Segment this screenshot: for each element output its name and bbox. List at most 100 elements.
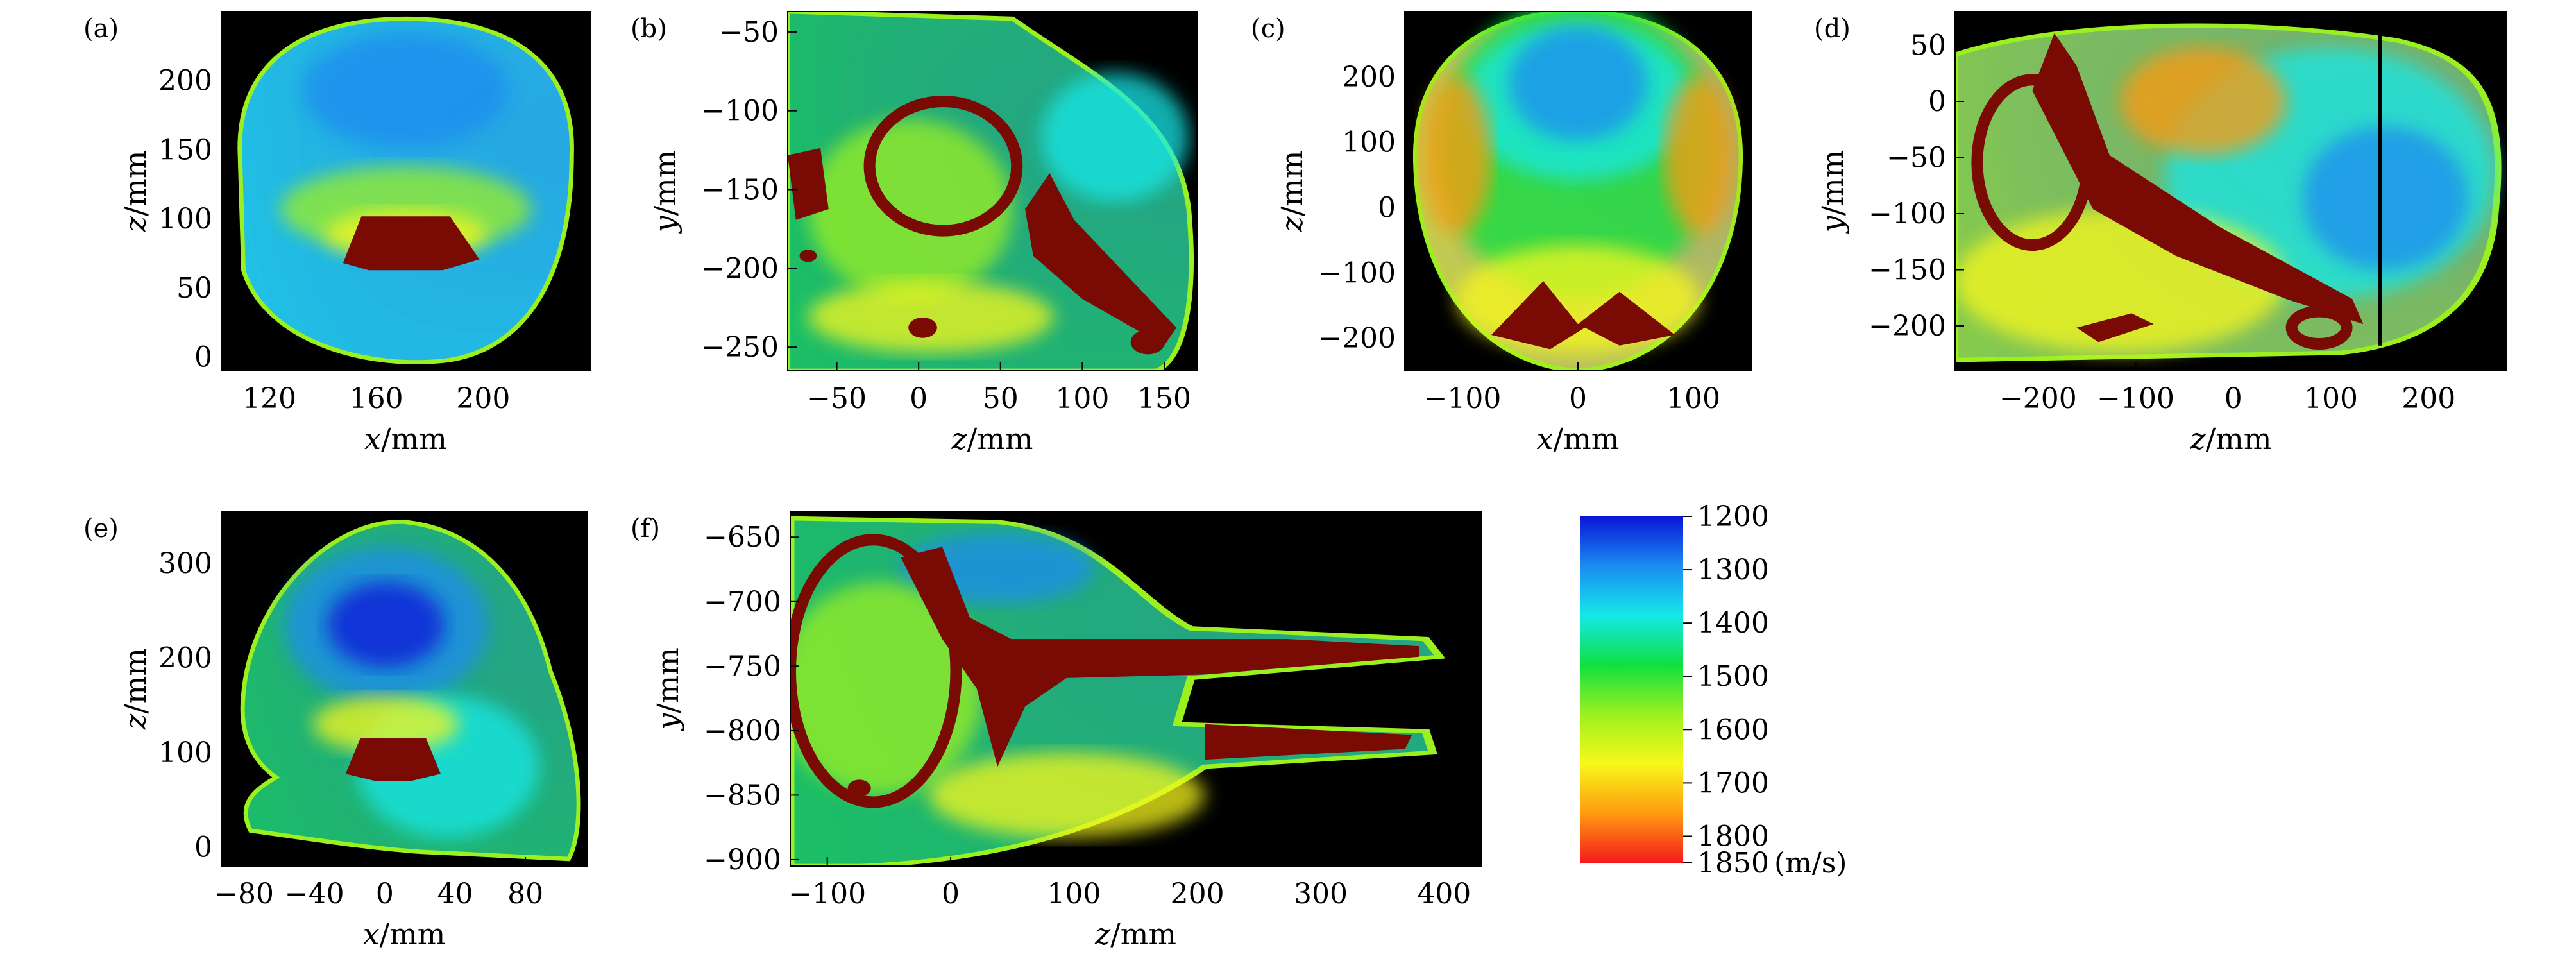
y-tick-label: −200 — [1868, 310, 1946, 343]
y-tick-label: 100 — [158, 736, 212, 769]
x-tick-label: −100 — [1424, 382, 1502, 415]
x-tick-label: −100 — [2097, 382, 2174, 415]
colorbar-tick-label: 1200 — [1697, 500, 1769, 533]
x-tick-label: 0 — [942, 878, 960, 910]
panel-c: (c) −100 0 100 −200 −100 0 100 200 x/mm z/mm — [1251, 11, 1752, 456]
y-tick-label: −150 — [701, 174, 779, 207]
x-tick-label: 100 — [1055, 382, 1109, 415]
axes-frame — [221, 11, 591, 371]
colorbar-tick-label: 1700 — [1697, 767, 1769, 799]
tissue-slice — [1412, 12, 1743, 371]
y-tick-label: −50 — [719, 16, 779, 49]
y-tick-label: −750 — [704, 650, 781, 683]
x-tick-label: 0 — [1569, 382, 1587, 415]
y-tick-label: 100 — [158, 203, 212, 235]
y-tick-label: 50 — [1910, 30, 1946, 62]
colorbar-gradient — [1580, 516, 1683, 863]
x-tick-label: 100 — [1666, 382, 1720, 415]
y-tick-label: 0 — [1928, 85, 1946, 118]
x-tick-label: 160 — [350, 382, 403, 415]
y-tick-label: −150 — [1868, 254, 1946, 287]
colorbar-tick-label: 1600 — [1697, 713, 1769, 746]
x-tick-label: 0 — [376, 878, 394, 910]
colorbar-tick-label: 1300 — [1697, 554, 1769, 586]
axes-frame — [787, 11, 1198, 371]
x-axis-label: z/mm — [951, 421, 1033, 456]
y-axis-label: y/mm — [1815, 150, 1850, 234]
x-tick-label: 40 — [437, 878, 473, 910]
x-tick-label: 400 — [1417, 878, 1471, 910]
y-axis-label: z/mm — [118, 648, 153, 730]
x-tick-label: −200 — [1999, 382, 2077, 415]
x-tick-label: 80 — [507, 878, 543, 910]
x-axis-label: x/mm — [1537, 421, 1620, 456]
x-tick-label: 200 — [1171, 878, 1224, 910]
y-tick-label: −100 — [1318, 257, 1396, 289]
y-tick-label: −50 — [1886, 142, 1946, 174]
y-tick-label: 300 — [158, 547, 212, 580]
panel-label: (b) — [631, 14, 667, 44]
colorbar-tick-label: 1500 — [1697, 660, 1769, 693]
axes-frame — [1954, 11, 2507, 371]
panel-label: (f) — [631, 514, 660, 543]
y-tick-label: 200 — [1342, 61, 1396, 94]
x-tick-label: 0 — [2224, 382, 2242, 415]
x-tick-label: 150 — [1137, 382, 1191, 415]
panel-label: (c) — [1251, 14, 1285, 44]
panel-a: (a) 120 160 200 0 50 100 150 200 x/mm z/mm — [83, 11, 591, 456]
y-tick-label: −650 — [704, 521, 781, 554]
colorbar-tick-label: 1400 — [1697, 607, 1769, 640]
x-axis-label: z/mm — [1094, 917, 1176, 951]
y-tick-label: 200 — [158, 65, 212, 98]
panel-label: (d) — [1814, 14, 1851, 44]
colorbar-unit: (m/s) — [1774, 847, 1847, 880]
tissue-slice — [788, 12, 1194, 371]
axes-frame — [221, 511, 588, 867]
y-tick-label: −250 — [701, 331, 779, 364]
x-tick-label: 300 — [1294, 878, 1348, 910]
x-tick-label: −40 — [285, 878, 344, 910]
x-tick-label: 50 — [983, 382, 1019, 415]
y-tick-label: −900 — [704, 844, 781, 876]
x-axis-label: x/mm — [364, 421, 447, 456]
y-tick-label: −200 — [1318, 322, 1396, 355]
y-tick-label: −100 — [1868, 198, 1946, 230]
x-tick-label: −80 — [214, 878, 274, 910]
y-tick-label: 0 — [194, 831, 212, 864]
x-tick-label: 100 — [2304, 382, 2358, 415]
y-axis-label: z/mm — [1275, 151, 1309, 233]
y-axis-label: y/mm — [648, 150, 682, 234]
tissue-slice — [240, 520, 581, 862]
x-tick-label: 200 — [2402, 382, 2455, 415]
panel-e: (e) −80 −40 0 40 80 0 100 200 300 x/mm z/mm — [83, 511, 588, 951]
y-axis-label: z/mm — [118, 151, 153, 233]
y-axis-label: y/mm — [650, 647, 685, 731]
panel-label: (e) — [83, 514, 119, 543]
y-tick-label: −850 — [704, 779, 781, 812]
tissue-slice — [237, 16, 574, 364]
x-tick-label: 200 — [456, 382, 510, 415]
y-tick-label: 50 — [176, 272, 212, 305]
tissue-slice — [790, 516, 1446, 866]
y-tick-label: −200 — [701, 252, 779, 285]
x-axis-label: z/mm — [2190, 421, 2272, 456]
y-tick-label: −100 — [701, 95, 779, 128]
panel-f: (f) −100 0 100 200 300 400 −900 −850 −800 −750 −700… — [631, 511, 1482, 951]
panel-b: (b) −50 0 50 100 150 −250 −200 −150 −100 −50 z/mm y/… — [631, 11, 1198, 456]
colorbar-tick-label: 1800 — [1697, 820, 1769, 853]
tissue-slice — [1955, 23, 2502, 362]
x-tick-label: 120 — [242, 382, 296, 415]
y-tick-label: 0 — [1378, 191, 1396, 224]
axes-frame — [790, 511, 1482, 867]
y-tick-label: 0 — [194, 341, 212, 373]
x-tick-label: −100 — [788, 878, 866, 910]
panel-label: (a) — [83, 14, 119, 44]
y-tick-label: −700 — [704, 586, 781, 618]
x-tick-label: −50 — [807, 382, 867, 415]
x-tick-label: 100 — [1047, 878, 1101, 910]
panel-d: (d) −200 −100 0 100 200 −200 −150 −100 −50 0 50 z/mm… — [1814, 11, 2507, 456]
colorbar-tick-label: 1850 — [1697, 847, 1769, 880]
y-tick-label: 100 — [1342, 126, 1396, 159]
